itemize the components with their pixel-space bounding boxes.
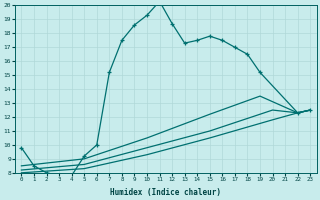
- X-axis label: Humidex (Indice chaleur): Humidex (Indice chaleur): [110, 188, 221, 197]
